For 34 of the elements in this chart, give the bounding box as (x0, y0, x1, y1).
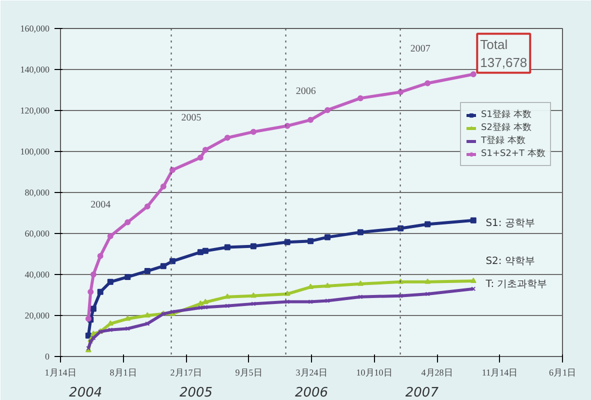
text: 2004 (69, 386, 102, 400)
x-tick-label: 10月10日 (356, 368, 392, 378)
annotation: S2: 약학부 (486, 256, 535, 267)
x-tick-label: 2月17日 (170, 368, 202, 378)
ref-line-label: 2007 (410, 43, 430, 54)
y-tick-label: 60,000 (24, 228, 50, 238)
legend-label: S2登録 本数 (481, 122, 532, 134)
text: 2005 (180, 386, 213, 400)
legend-label: T登録 本数 (481, 134, 526, 147)
text: 2006 (294, 386, 328, 400)
y-tick-label: 100,000 (20, 146, 50, 156)
x-tick-label: 11月14日 (482, 368, 518, 378)
annotation: 2004 (90, 199, 111, 210)
legend-label: S1登録 本数 (481, 108, 532, 121)
ref-line-label: 2005 (181, 112, 202, 124)
y-tick-label: 40,000 (24, 270, 50, 280)
x-tick-label: 6月1日 (549, 368, 576, 378)
legend-label: S1+S2+T 本数 (481, 148, 546, 160)
x-tick-label: 8月1日 (110, 368, 137, 378)
x-tick-label: 1月14日 (44, 368, 76, 378)
y-tick-label: 160,000 (20, 24, 50, 34)
y-tick-label: 80,000 (24, 188, 50, 198)
annotation: S1: 공학부 (486, 218, 535, 230)
y-tick-label: 0 (45, 352, 50, 362)
x-tick-label: 9月5日 (235, 368, 262, 378)
y-tick-label: 20,000 (24, 310, 50, 320)
y-tick-label: 140,000 (20, 64, 50, 74)
text: 2007 (405, 386, 440, 400)
x-tick-label: 4月28日 (421, 368, 453, 378)
y-tick-label: 120,000 (20, 106, 50, 116)
annotation: Total 137,678 (480, 36, 528, 70)
annotation: T: 기초과학부 (484, 278, 548, 290)
x-tick-label: 3月24日 (296, 368, 328, 378)
ref-line-label: 2006 (296, 86, 316, 98)
